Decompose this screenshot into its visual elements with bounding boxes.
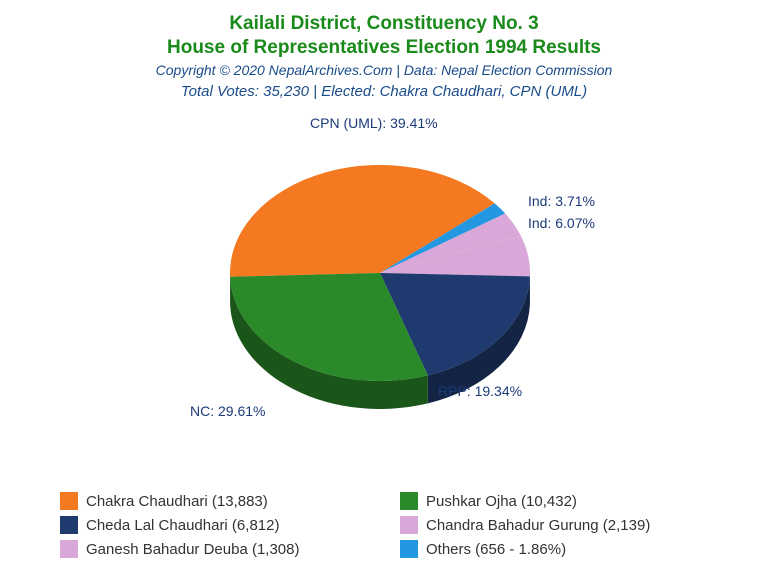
legend: Chakra Chaudhari (13,883) Pushkar Ojha (1… — [60, 492, 720, 558]
legend-item: Chakra Chaudhari (13,883) — [60, 492, 380, 510]
header-block: Kailali District, Constituency No. 3 Hou… — [0, 0, 768, 103]
legend-item: Pushkar Ojha (10,432) — [400, 492, 720, 510]
slice-label: Ind: 6.07% — [528, 215, 595, 231]
legend-swatch — [60, 540, 78, 558]
slice-label: NC: 29.61% — [190, 403, 265, 419]
slice-label: RPP: 19.34% — [438, 383, 522, 399]
legend-swatch — [60, 492, 78, 510]
legend-item: Cheda Lal Chaudhari (6,812) — [60, 516, 380, 534]
legend-text: Chakra Chaudhari (13,883) — [86, 493, 268, 510]
legend-item: Ganesh Bahadur Deuba (1,308) — [60, 540, 380, 558]
pie-chart: CPN (UML): 39.41% Ind: 3.71% Ind: 6.07% RPP… — [0, 103, 768, 433]
title-line-1: Kailali District, Constituency No. 3 — [0, 12, 768, 36]
legend-text: Ganesh Bahadur Deuba (1,308) — [86, 541, 299, 558]
legend-text: Others (656 - 1.86%) — [426, 541, 566, 558]
legend-swatch — [400, 540, 418, 558]
slice-label: CPN (UML): 39.41% — [310, 115, 438, 131]
summary-line: Total Votes: 35,230 | Elected: Chakra Ch… — [0, 81, 768, 104]
legend-swatch — [400, 516, 418, 534]
legend-text: Chandra Bahadur Gurung (2,139) — [426, 517, 650, 534]
legend-swatch — [400, 492, 418, 510]
slice-label: Ind: 3.71% — [528, 193, 595, 209]
legend-text: Pushkar Ojha (10,432) — [426, 493, 577, 510]
title-line-2: House of Representatives Election 1994 R… — [0, 36, 768, 60]
legend-text: Cheda Lal Chaudhari (6,812) — [86, 517, 279, 534]
legend-swatch — [60, 516, 78, 534]
copyright-line: Copyright © 2020 NepalArchives.Com | Dat… — [0, 60, 768, 81]
legend-item: Others (656 - 1.86%) — [400, 540, 720, 558]
legend-item: Chandra Bahadur Gurung (2,139) — [400, 516, 720, 534]
